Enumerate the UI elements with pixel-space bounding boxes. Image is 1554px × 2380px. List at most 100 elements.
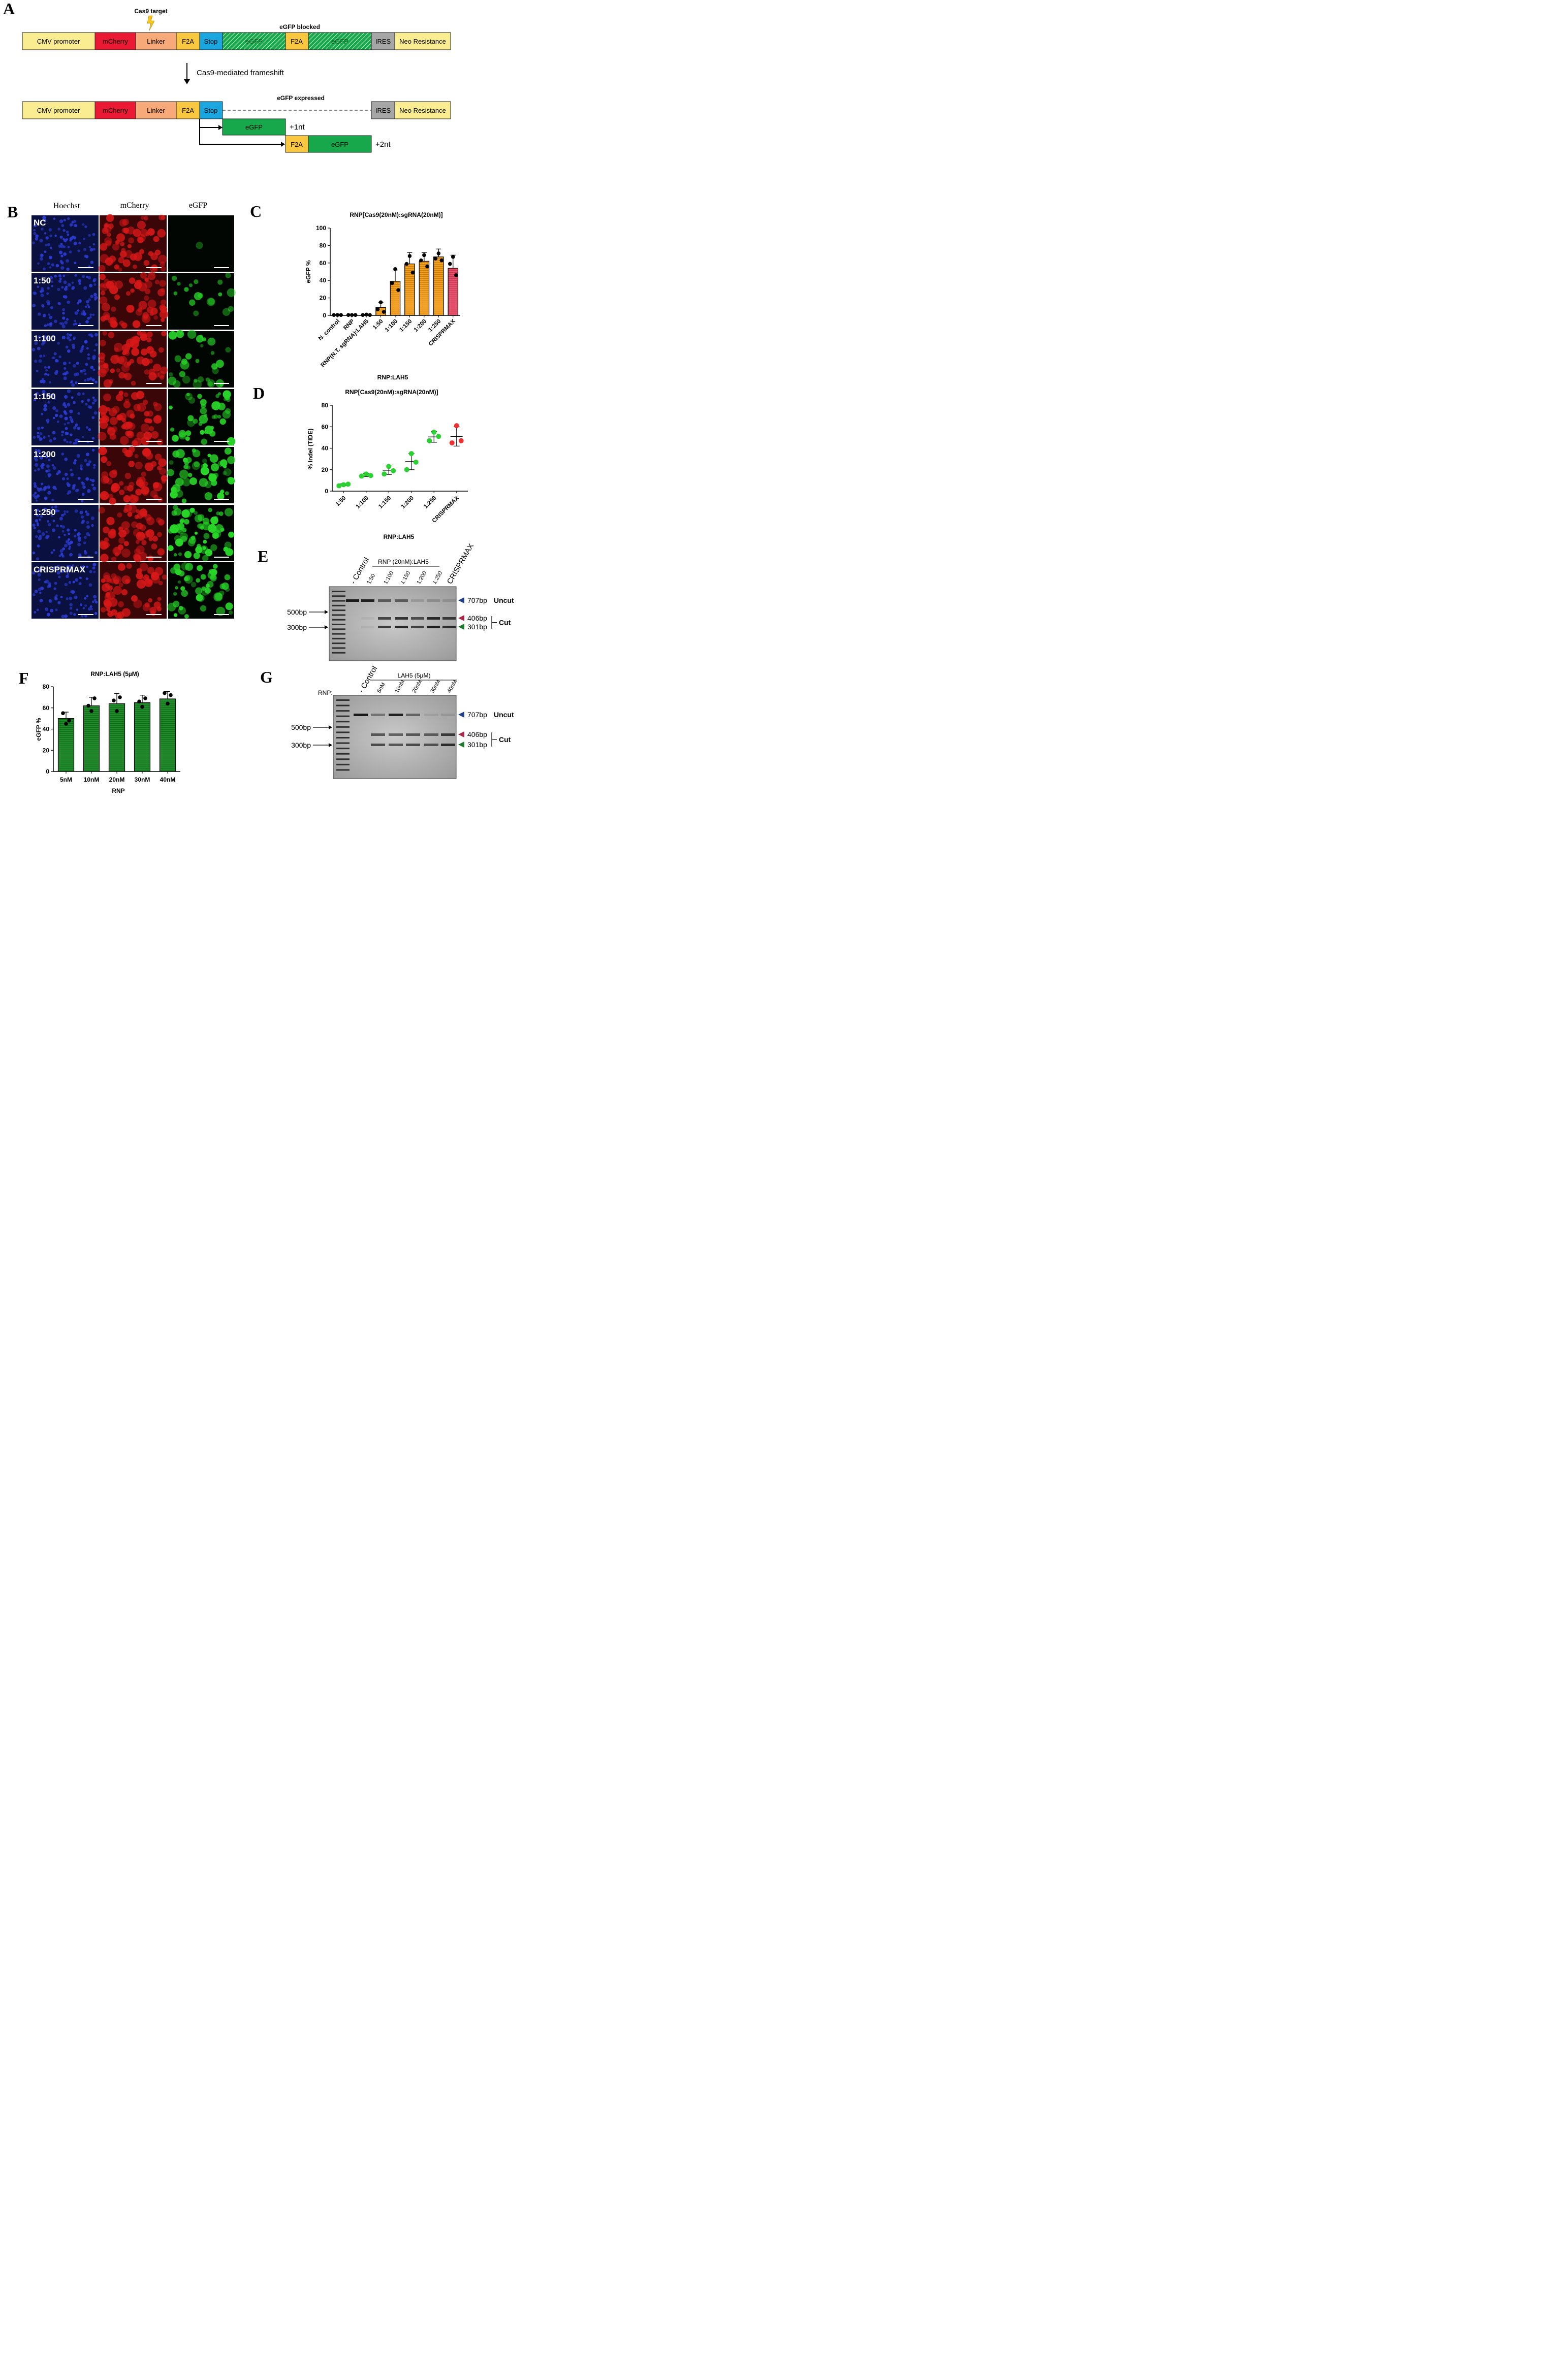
cell-spot (192, 448, 196, 453)
cell-spot (51, 514, 53, 517)
cell-spot (187, 538, 196, 546)
cell-spot (78, 582, 82, 586)
cell-spot (47, 373, 50, 376)
cell-spot (118, 412, 126, 421)
cell-spot (35, 452, 38, 455)
cell-spot (159, 280, 166, 287)
cell-spot (193, 419, 198, 424)
lane-label: 1:150 (399, 570, 411, 586)
segment-f2a-b (176, 101, 200, 119)
cell-spot (73, 323, 76, 326)
cell-spot (48, 582, 51, 586)
cell-spot (121, 589, 128, 596)
segment-f2a-plus2 (285, 135, 309, 153)
cell-spot (65, 427, 68, 430)
cell-spot (161, 331, 167, 337)
cell-spot (72, 364, 76, 368)
ladder-band (332, 624, 345, 625)
data-point (350, 313, 354, 317)
data-point (454, 273, 458, 277)
cell-spot (49, 509, 52, 511)
cell-spot (77, 309, 80, 312)
cell-spot (106, 461, 112, 466)
cell-spot (80, 464, 83, 468)
cell-spot (140, 272, 147, 279)
cell-spot (215, 524, 224, 533)
cell-spot (93, 595, 97, 599)
scale-bar (146, 557, 162, 558)
cell-spot (49, 255, 52, 260)
cell-spot (136, 391, 144, 399)
cell-spot (144, 417, 150, 424)
cell-spot (161, 479, 166, 484)
cell-spot (91, 437, 95, 440)
cell-spot (157, 597, 162, 601)
data-point (137, 699, 141, 704)
cell-spot (114, 343, 123, 352)
cell-spot (196, 335, 204, 343)
cell-spot (60, 553, 64, 556)
triangle-406 (458, 731, 464, 737)
cell-spot (126, 563, 132, 569)
cell-spot (63, 252, 67, 256)
cell-spot (224, 574, 231, 581)
cell-spot (228, 306, 234, 312)
cell-spot (74, 441, 78, 444)
cell-spot (136, 572, 143, 580)
cell-spot (148, 598, 152, 603)
cell-spot (146, 331, 153, 338)
cell-spot (74, 529, 77, 532)
label-406bp: 406bp (467, 614, 487, 622)
cell-spot (48, 523, 51, 527)
cell-spot (63, 376, 67, 380)
cell-spot (59, 549, 64, 553)
cell-spot (46, 323, 49, 326)
cell-spot (181, 562, 189, 570)
cell-spot (184, 575, 191, 582)
row-label: 1:150 (34, 392, 55, 401)
cell-spot (124, 472, 131, 479)
egfp-blocked-title: eGFP blocked (279, 23, 320, 30)
cell-spot (93, 293, 97, 297)
cell-spot (136, 509, 140, 513)
cell-spot (90, 607, 93, 610)
cell-spot (88, 460, 91, 464)
scale-bar (146, 267, 162, 268)
cell-spot (69, 596, 73, 600)
cell-spot (34, 469, 37, 472)
segment-neo (394, 32, 451, 50)
cell-spot (77, 532, 81, 536)
cell-spot (93, 570, 96, 573)
cell-spot (211, 463, 219, 472)
y-tick-label: 60 (320, 260, 327, 267)
cell-spot (63, 512, 66, 516)
cell-spot (34, 590, 38, 594)
cell-spot (58, 279, 62, 283)
cell-spot (195, 359, 200, 363)
cell-spot (126, 361, 132, 366)
cell-spot (66, 569, 69, 573)
segment-ires-b (371, 101, 395, 119)
chart-f-ylabel: eGFP % (35, 718, 42, 741)
cell-spot (33, 394, 36, 396)
cell-spot (35, 519, 39, 523)
cell-spot (121, 424, 126, 430)
cell-spot (126, 431, 134, 438)
cell-spot (200, 407, 207, 414)
cell-spot (137, 307, 142, 312)
cell-spot (189, 477, 197, 485)
segment-linker (135, 32, 177, 50)
segment-f2a-label: F2A (182, 38, 194, 45)
scale-bar (214, 614, 229, 615)
cell-spot (185, 563, 194, 571)
cell-spot (81, 436, 84, 438)
label-cut: Cut (499, 619, 511, 627)
segment-egfp-plus1-label: eGFP (245, 123, 263, 131)
scale-bar (214, 325, 229, 326)
cell-spot (210, 426, 214, 430)
cell-spot (141, 486, 149, 495)
cell-spot (182, 477, 191, 487)
cell-spot (144, 280, 152, 288)
segment-f2a-plus2-label: F2A (291, 141, 303, 148)
cell-spot (99, 282, 108, 292)
